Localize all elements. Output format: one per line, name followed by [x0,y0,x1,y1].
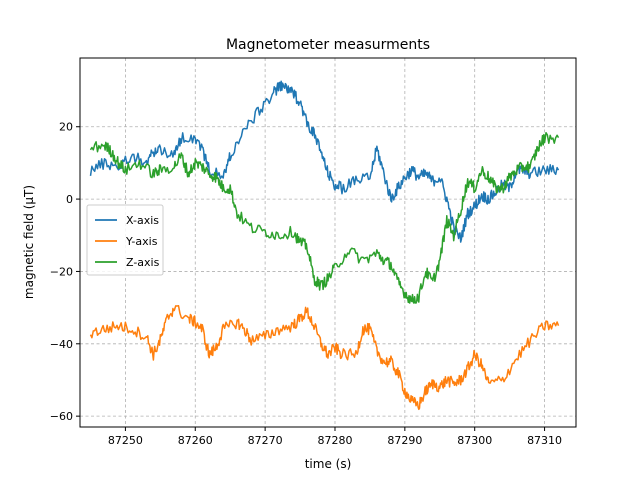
legend-box [86,204,164,276]
x-tick-label: 87280 [317,434,352,447]
series-lines [89,80,560,411]
legend-label: X-axis [126,214,159,227]
y-tick-label: −60 [50,410,73,423]
x-axis-label: time (s) [305,457,352,471]
x-tick-label: 87270 [248,434,283,447]
x-tick-label: 87250 [108,434,143,447]
axis-ticks: 87250 87260 87270 87280 87290 87300 87310 20 0 −2… [50,121,562,447]
y-tick-label: 20 [59,121,73,134]
x-tick-label: 87260 [178,434,213,447]
legend: X-axis Y-axis Z-axis [86,204,164,276]
y-tick-label: 0 [66,193,73,206]
chart-title: Magnetometer measurments [226,37,430,53]
y-axis-label: magnetic field (µT) [22,185,36,299]
x-tick-label: 87300 [457,434,492,447]
x-tick-label: 87310 [527,434,562,447]
x-tick-label: 87290 [387,434,422,447]
legend-label: Z-axis [126,256,160,269]
series-line-y-axis [89,304,560,411]
y-tick-label: −20 [50,265,73,278]
y-tick-label: −40 [50,338,73,351]
series-line-z-axis [89,131,560,304]
plot-frame [79,57,577,428]
series-line-x-axis [89,80,560,243]
legend-label: Y-axis [125,235,158,248]
